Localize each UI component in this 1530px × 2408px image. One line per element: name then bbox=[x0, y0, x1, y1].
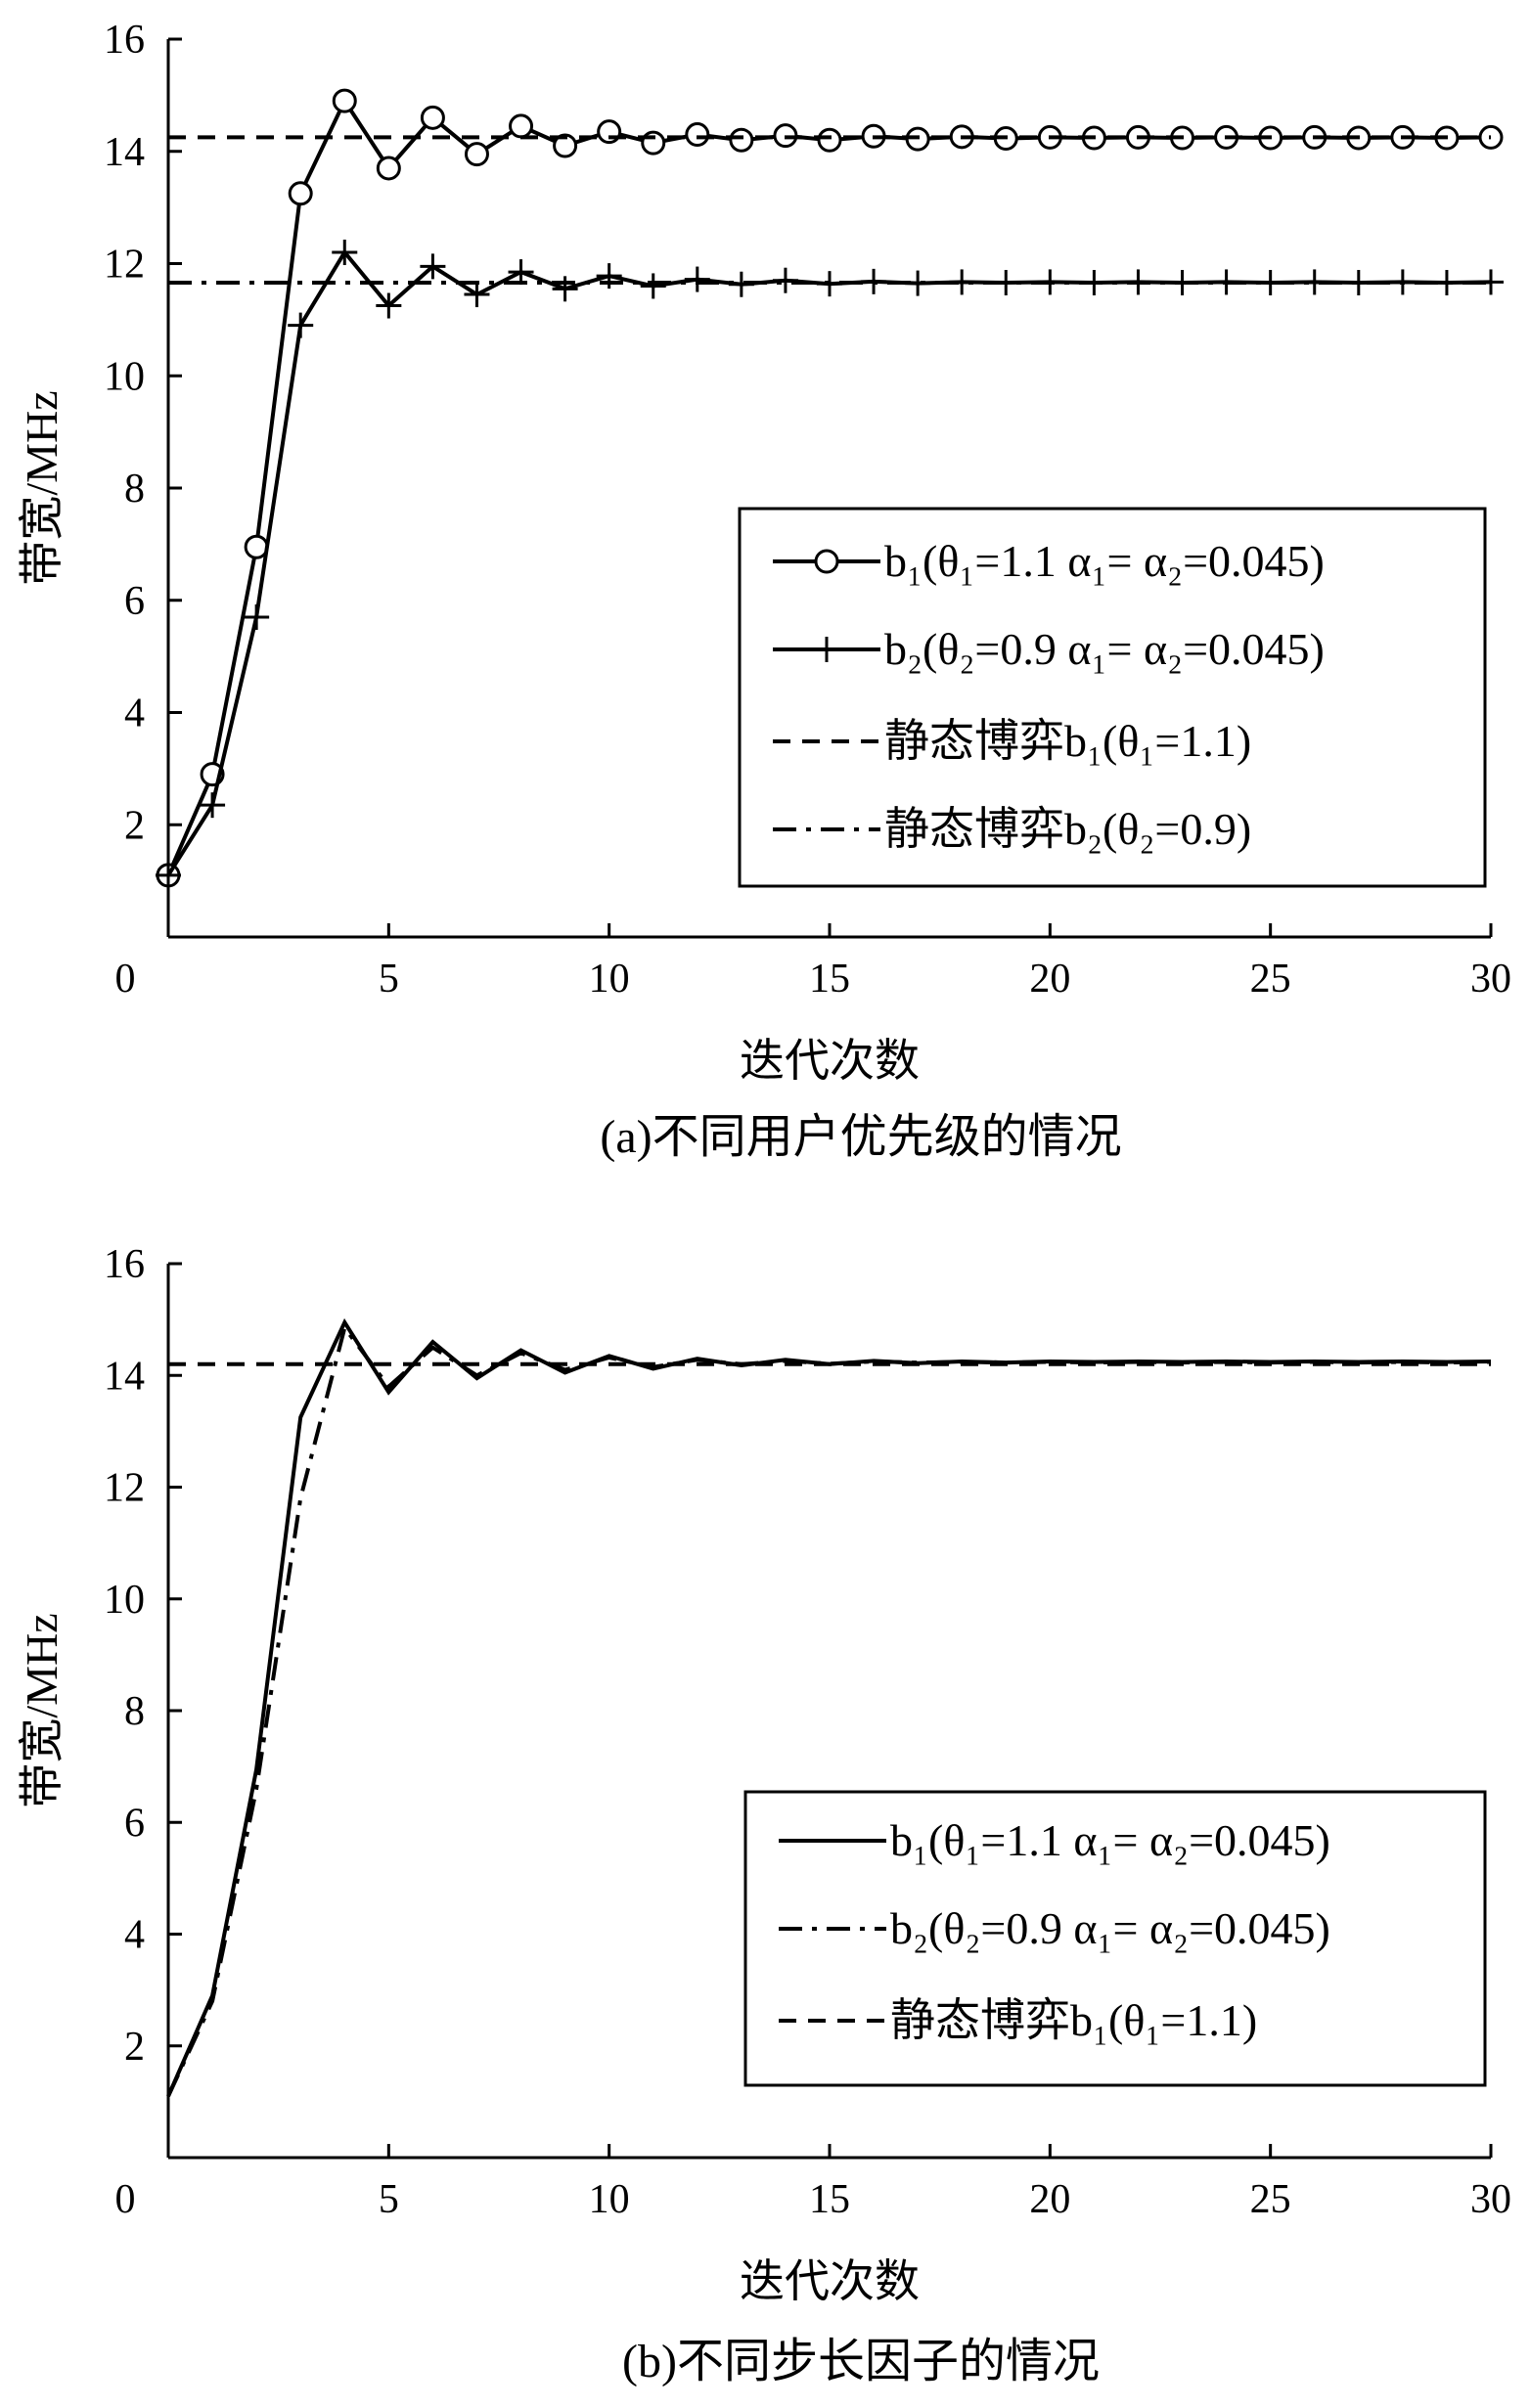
caption-a: (a)不同用户优先级的情况 bbox=[600, 1111, 1121, 1163]
data-point-a-1-29 bbox=[1433, 270, 1460, 296]
data-point-a-0-4 bbox=[332, 88, 357, 113]
data-point-a-0-12 bbox=[685, 122, 710, 148]
data-point-a-0-13 bbox=[729, 127, 754, 153]
data-point-a-1-7 bbox=[464, 282, 490, 308]
y-tick-label-b-5: 12 bbox=[104, 1466, 145, 1511]
x-axis-title-a: 迭代次数 bbox=[740, 1036, 920, 1086]
y-tick-label-a-1: 4 bbox=[124, 691, 145, 736]
data-point-a-1-9 bbox=[552, 276, 578, 302]
y-tick-label-a-5: 12 bbox=[104, 243, 145, 288]
y-tick-label-b-6: 14 bbox=[104, 1354, 145, 1399]
data-point-a-1-0 bbox=[156, 862, 181, 888]
y-tick-label-a-6: 14 bbox=[104, 130, 145, 175]
x-tick-label-a-6: 30 bbox=[1470, 957, 1511, 1002]
data-point-a-0-15 bbox=[817, 127, 842, 153]
y-tick-label-b-3: 8 bbox=[124, 1689, 145, 1734]
legend-label-a-1: b₂(θ₂=0.9 α₁= α₂=0.045) bbox=[884, 624, 1325, 674]
y-tick-label-a-7: 16 bbox=[104, 18, 145, 63]
x-tick-label-b-1: 5 bbox=[379, 2177, 399, 2222]
data-point-a-1-4 bbox=[332, 240, 358, 266]
data-point-a-0-5 bbox=[376, 156, 401, 181]
legend-label-a-3: 静态博弈b₂(θ₂=0.9) bbox=[884, 804, 1251, 854]
x-tick-label-b-2: 10 bbox=[589, 2177, 630, 2222]
y-tick-label-b-7: 16 bbox=[104, 1242, 145, 1287]
legend-label-b-2: 静态博弈b₁(θ₁=1.1) bbox=[890, 1995, 1257, 2045]
plot-area-b: 0 5 10 15 20 25 30 2 4 6 8 10 12 14 16 bbox=[104, 1242, 1511, 2222]
chart-panel-a: 0 5 10 15 20 25 30 2 4 6 8 10 12 14 16 迭代次数 带宽/MHz (a)… bbox=[17, 18, 1511, 1163]
x-tick-label-a-0: 0 bbox=[115, 957, 136, 1002]
x-tick-label-b-3: 15 bbox=[809, 2177, 850, 2222]
data-point-a-1-2 bbox=[244, 603, 270, 630]
y-tick-label-a-3: 8 bbox=[124, 467, 145, 512]
y-tick-label-b-4: 10 bbox=[104, 1578, 145, 1623]
legend-marker-a-0 bbox=[814, 549, 839, 574]
data-point-a-1-3 bbox=[288, 312, 314, 338]
caption-b: (b)不同步长因子的情况 bbox=[622, 2336, 1100, 2387]
legend-b: b₁(θ₁=1.1 α₁= α₂=0.045) b₂(θ₂=0.9 α₁= α₂=… bbox=[743, 1790, 1487, 2087]
y-tick-label-a-4: 10 bbox=[104, 354, 145, 399]
legend-label-b-1: b₂(θ₂=0.9 α₁= α₂=0.045) bbox=[890, 1903, 1330, 1953]
legend-box-a bbox=[738, 507, 1487, 888]
x-tick-label-b-5: 25 bbox=[1250, 2177, 1291, 2222]
data-point-a-0-6 bbox=[420, 105, 445, 130]
legend-label-b-0: b₁(θ₁=1.1 α₁= α₂=0.045) bbox=[890, 1815, 1330, 1865]
x-tick-label-a-5: 25 bbox=[1250, 957, 1291, 1002]
x-axis-title-b: 迭代次数 bbox=[740, 2256, 920, 2306]
y-axis-title-b: 带宽/MHz bbox=[17, 1613, 67, 1807]
data-point-a-1-11 bbox=[640, 273, 666, 299]
plot-area-a: 0 5 10 15 20 25 30 2 4 6 8 10 12 14 16 bbox=[104, 18, 1511, 1002]
legend-a: b₁(θ₁=1.1 α₁= α₂=0.045) b₂(θ₂=0.9 α₁= α₂=… bbox=[738, 507, 1487, 888]
x-tick-label-a-2: 10 bbox=[589, 957, 630, 1002]
x-tick-label-a-1: 5 bbox=[379, 957, 399, 1002]
x-tick-label-a-4: 20 bbox=[1029, 957, 1070, 1002]
x-tick-label-b-4: 20 bbox=[1029, 2177, 1070, 2222]
data-point-a-0-9 bbox=[553, 133, 578, 158]
data-point-a-1-14 bbox=[772, 267, 798, 293]
legend-label-a-0: b₁(θ₁=1.1 α₁= α₂=0.045) bbox=[884, 536, 1325, 586]
legend-marker-a-1 bbox=[814, 637, 839, 662]
data-point-a-1-1 bbox=[200, 792, 226, 819]
y-axis-title-a: 带宽/MHz bbox=[17, 390, 67, 585]
data-point-a-1-8 bbox=[508, 259, 534, 286]
y-tick-label-a-2: 6 bbox=[124, 579, 145, 624]
x-tick-label-b-0: 0 bbox=[115, 2177, 136, 2222]
data-point-a-1-12 bbox=[684, 266, 710, 292]
y-tick-label-b-2: 6 bbox=[124, 1801, 145, 1846]
data-point-a-0-8 bbox=[509, 113, 534, 139]
y-tick-label-b-0: 2 bbox=[124, 2025, 145, 2070]
y-tick-label-a-0: 2 bbox=[124, 803, 145, 848]
data-point-a-1-5 bbox=[376, 292, 402, 319]
y-tick-label-b-1: 4 bbox=[124, 1913, 145, 1958]
data-point-a-0-3 bbox=[288, 181, 313, 206]
chart-panel-b: 0 5 10 15 20 25 30 2 4 6 8 10 12 14 16 迭代次数 带宽/MHz (b)… bbox=[17, 1242, 1511, 2387]
data-point-a-1-6 bbox=[420, 253, 446, 280]
data-point-a-0-7 bbox=[464, 142, 489, 167]
x-tick-label-a-3: 15 bbox=[809, 957, 850, 1002]
x-tick-label-b-6: 30 bbox=[1470, 2177, 1511, 2222]
data-point-a-1-10 bbox=[596, 263, 622, 290]
legend-label-a-2: 静态博弈b₁(θ₁=1.1) bbox=[884, 716, 1251, 766]
